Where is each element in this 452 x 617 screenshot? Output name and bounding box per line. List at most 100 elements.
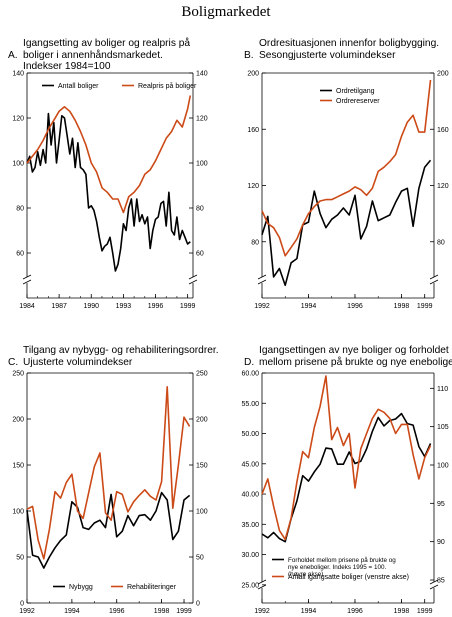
chart-b-y-tick-label: 160 <box>247 127 259 134</box>
chart-a-y2-tick-label: 60 <box>196 251 204 258</box>
chart-d-legend-label-1: Antall igangsatte boliger (venstre akse) <box>288 574 409 581</box>
chart-a-y-tick-label: 100 <box>12 161 24 168</box>
chart-b-y2-tick-label: 80 <box>437 239 445 246</box>
panel-b-letter: B. <box>244 49 254 61</box>
chart-b-series-line-0 <box>261 159 432 287</box>
panel-d-title: D. Igangsettingen av nye boliger og forh… <box>244 345 452 380</box>
chart-d-axis-break-mark-1 <box>429 584 439 590</box>
chart-a-legend-label-1: Realpris på boliger <box>138 82 197 90</box>
chart-d-y-tick-label: 25.00 <box>241 582 259 589</box>
chart-c-y2-tick-label: 0 <box>196 601 200 608</box>
chart-d-x-tick-label: 1998 <box>394 608 410 615</box>
panel-b-title-text: Ordresituasjonen innenfor boligbygging. … <box>259 38 440 61</box>
chart-d-legend-label-0: Forholdet mellom prisene på brukte og nye… <box>288 556 396 578</box>
chart-a-x-tick-label: 1993 <box>116 303 132 310</box>
chart-d-y2-tick-label: 100 <box>437 463 449 470</box>
chart-d-y2-tick-label: 95 <box>437 501 445 508</box>
chart-b-x-tick-label: 1992 <box>254 303 270 310</box>
chart-a-x-tick-label: 1990 <box>83 303 99 310</box>
panel-d-title-text: Igangsettingen av nye boliger og forhold… <box>259 345 452 368</box>
chart-c-y-tick-label: 50 <box>16 555 24 562</box>
chart-c-x-tick-label: 1999 <box>176 608 192 615</box>
chart-b-y-tick-label: 80 <box>251 239 259 246</box>
chart-a-axis-break-mark-1 <box>188 279 198 285</box>
chart-a-y2-tick-label: 80 <box>196 206 204 213</box>
chart-a-x-tick-label: 1987 <box>51 303 67 310</box>
chart-a-y2-tick-label: 140 <box>196 71 208 78</box>
chart-b-axis-break-mark-1 <box>429 279 439 285</box>
chart-d-y-tick-label: 35.00 <box>241 522 259 529</box>
chart-d-series-line-0 <box>261 412 432 543</box>
chart-a-axis-break-gap-1 <box>189 277 197 283</box>
chart-b-x-tick-label: 1998 <box>394 303 410 310</box>
chart-b-axis-break-mark-1 <box>429 274 439 280</box>
panel-a-title-text: Igangsetting av boliger og realpris på b… <box>23 38 191 72</box>
chart-d-y-tick-label: 55.00 <box>241 401 259 408</box>
chart-a-x-tick-label: 1996 <box>148 303 164 310</box>
chart-b-x-tick-label: 1996 <box>347 303 363 310</box>
chart-d-y2-tick-label: 85 <box>437 578 445 585</box>
chart-c-y2-tick-label: 150 <box>196 463 208 470</box>
chart-b-x-tick-label: 1999 <box>417 303 433 310</box>
chart-a-axis-break-mark-0 <box>22 279 32 285</box>
chart-c-y-tick-label: 250 <box>12 371 24 378</box>
panel-d-letter: D. <box>244 356 255 368</box>
chart-d-x-tick-label: 1999 <box>417 608 433 615</box>
chart-c-series-line-1 <box>26 385 191 560</box>
panel-b-title: B. Ordresituasjonen innenfor boligbyggin… <box>244 38 439 73</box>
chart-d-x-tick-label: 1992 <box>254 608 270 615</box>
chart-b-x-tick-label: 1994 <box>301 303 317 310</box>
chart-c-legend-label-0: Nybygg <box>69 584 93 591</box>
chart-d-y-tick-label: 60.00 <box>241 371 259 378</box>
chart-c-x-tick-label: 1994 <box>64 608 80 615</box>
panel-c-title-text: Tilgang av nybygg- og rehabiliteringsord… <box>23 345 219 368</box>
chart-a-legend-label-0: Antall boliger <box>58 83 99 90</box>
chart-c-y-tick-label: 150 <box>12 463 24 470</box>
chart-a-y2-tick-label: 120 <box>196 116 208 123</box>
chart-d-axis-break-mark-1 <box>429 579 439 585</box>
chart-b-y-tick-label: 200 <box>247 71 259 78</box>
chart-a-x-tick-label: 1984 <box>19 303 35 310</box>
chart-c-y-tick-label: 0 <box>20 601 24 608</box>
chart-c-y-tick-label: 200 <box>12 417 24 424</box>
chart-d-y2-tick-label: 110 <box>437 386 448 393</box>
chart-a-axis-break-mark-0 <box>22 274 32 280</box>
chart-b-axis-break-gap-0 <box>258 277 266 283</box>
chart-c-y2-tick-label: 200 <box>196 417 208 424</box>
chart-b-legend-label-0: Ordretilgang <box>336 88 375 95</box>
chart-d-x-tick-label: 1994 <box>301 608 317 615</box>
chart-b-legend-label-1: Ordrereserver <box>336 98 380 105</box>
chart-d-y-tick-label: 30.00 <box>241 552 259 559</box>
chart-a-y-tick-label: 80 <box>16 206 24 213</box>
chart-c-legend-label-1: Rehabiliteringer <box>127 584 177 591</box>
chart-c-y2-tick-label: 100 <box>196 509 208 516</box>
chart-b-axis-break-mark-0 <box>257 274 267 280</box>
panel-a-letter: A. <box>8 49 18 61</box>
chart-d-y-tick-label: 45.00 <box>241 461 259 468</box>
chart-a-y-tick-label: 140 <box>12 71 24 78</box>
chart-a-series-line-1 <box>26 95 192 214</box>
chart-d-axis-break-mark-0 <box>257 579 267 585</box>
panel-a-title: A. Igangsetting av boliger og realpris p… <box>8 38 190 73</box>
chart-a-y-tick-label: 60 <box>16 251 24 258</box>
chart-b-axis-break-mark-0 <box>257 279 267 285</box>
panel-c-title: C. Tilgang av nybygg- og rehabiliterings… <box>8 345 219 380</box>
chart-a-x-tick-label: 1999 <box>180 303 196 310</box>
chart-a-y-tick-label: 120 <box>12 116 24 123</box>
chart-a-axis-break-gap-0 <box>23 277 31 283</box>
chart-b-series-line-1 <box>261 79 432 257</box>
chart-a-y2-tick-label: 100 <box>196 161 208 168</box>
chart-d-x-tick-label: 1996 <box>347 608 363 615</box>
chart-c-x-tick-label: 1996 <box>109 608 125 615</box>
chart-d-axis-break-gap-1 <box>430 582 438 588</box>
page-title: Boligmarkedet <box>181 4 271 20</box>
chart-d-axis-break-mark-0 <box>257 584 267 590</box>
chart-c-x-tick-label: 1992 <box>19 608 35 615</box>
panel-c-letter: C. <box>8 356 19 368</box>
chart-b-y2-tick-label: 120 <box>437 183 449 190</box>
chart-c-x-tick-label: 1998 <box>154 608 170 615</box>
chart-c-y-tick-label: 100 <box>12 509 24 516</box>
chart-d-y-tick-label: 40.00 <box>241 492 259 499</box>
chart-d-y2-tick-label: 90 <box>437 539 445 546</box>
